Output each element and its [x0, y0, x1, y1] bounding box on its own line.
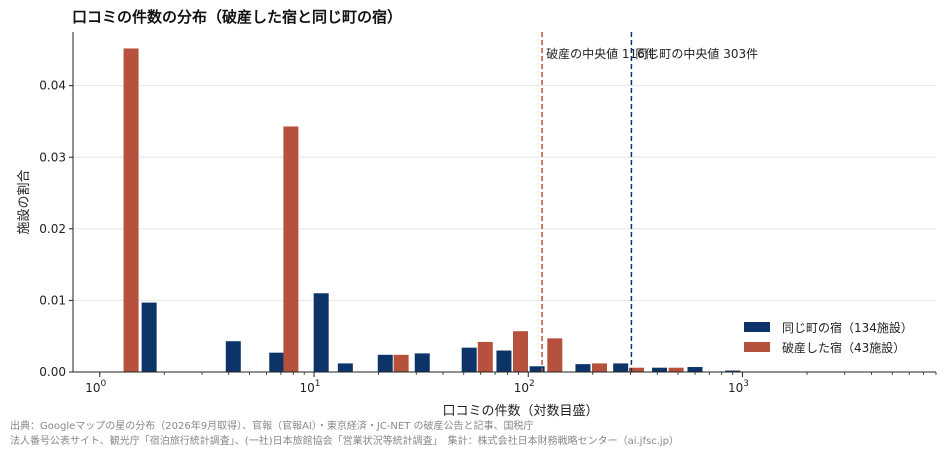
same_town-bar	[529, 366, 545, 372]
same_town-median-label: 同じ町の中央値 303件	[635, 46, 758, 61]
same_town-bar	[461, 347, 477, 372]
chart-title: 口コミの件数の分布（破産した宿と同じ町の宿）	[72, 8, 403, 26]
x-tick-label: 101	[300, 379, 321, 395]
same_town-bar	[496, 350, 512, 372]
bankrupt-legend-label: 破産した宿（43施設）	[782, 340, 905, 355]
same_town-legend-swatch	[744, 322, 770, 332]
bankrupt-bar	[283, 126, 299, 372]
same_town-bar	[313, 293, 329, 372]
y-tick-label: 0.02	[39, 222, 66, 236]
source-line-2: 法人番号公表サイト、観光庁「宿泊旅行統計調査」、(一社)日本旅館協会「営業状況等…	[10, 436, 679, 447]
same_town-bar	[337, 363, 353, 372]
y-axis-title: 施設の割合	[16, 169, 32, 234]
same_town-bar	[725, 370, 741, 372]
same_town-bar	[652, 367, 668, 372]
same_town-bar	[141, 302, 157, 372]
same_town-bar	[225, 341, 241, 372]
same_town-bar	[414, 353, 430, 372]
same_town-bar	[687, 366, 703, 372]
same_town-bar	[575, 364, 591, 372]
bankrupt-bar	[513, 331, 529, 372]
bankrupt-bar	[628, 367, 644, 372]
source-line-1: 出典：Googleマップの星の分布（2026年9月取得）、官報（官報AI）・東京…	[10, 421, 534, 432]
bankrupt-median-label: 破産の中央値 116件	[546, 46, 657, 61]
x-axis-title: 口コミの件数（対数目盛）	[442, 404, 598, 419]
same_town-bar	[377, 354, 393, 372]
bankrupt-bar	[123, 48, 139, 372]
same_town-bar	[613, 363, 629, 372]
bankrupt-bar	[477, 341, 493, 372]
y-tick-label: 0.00	[39, 365, 66, 379]
y-tick-label: 0.04	[39, 79, 66, 93]
bankrupt-bar	[393, 354, 409, 372]
bankrupt-bar	[591, 363, 607, 372]
source-footer: 出典：Googleマップの星の分布（2026年9月取得）、官報（官報AI）・東京…	[10, 419, 679, 449]
same_town-legend-label: 同じ町の宿（134施設）	[782, 320, 913, 335]
y-tick-label: 0.01	[39, 293, 66, 307]
x-tick-label: 103	[728, 379, 749, 395]
bankrupt-bar	[547, 338, 563, 372]
bankrupt-legend-swatch	[744, 342, 770, 352]
bankrupt-bar	[668, 367, 684, 372]
same_town-bar	[269, 352, 285, 372]
x-tick-label: 102	[514, 379, 535, 395]
x-tick-label: 100	[85, 379, 106, 395]
y-tick-label: 0.03	[39, 150, 66, 164]
